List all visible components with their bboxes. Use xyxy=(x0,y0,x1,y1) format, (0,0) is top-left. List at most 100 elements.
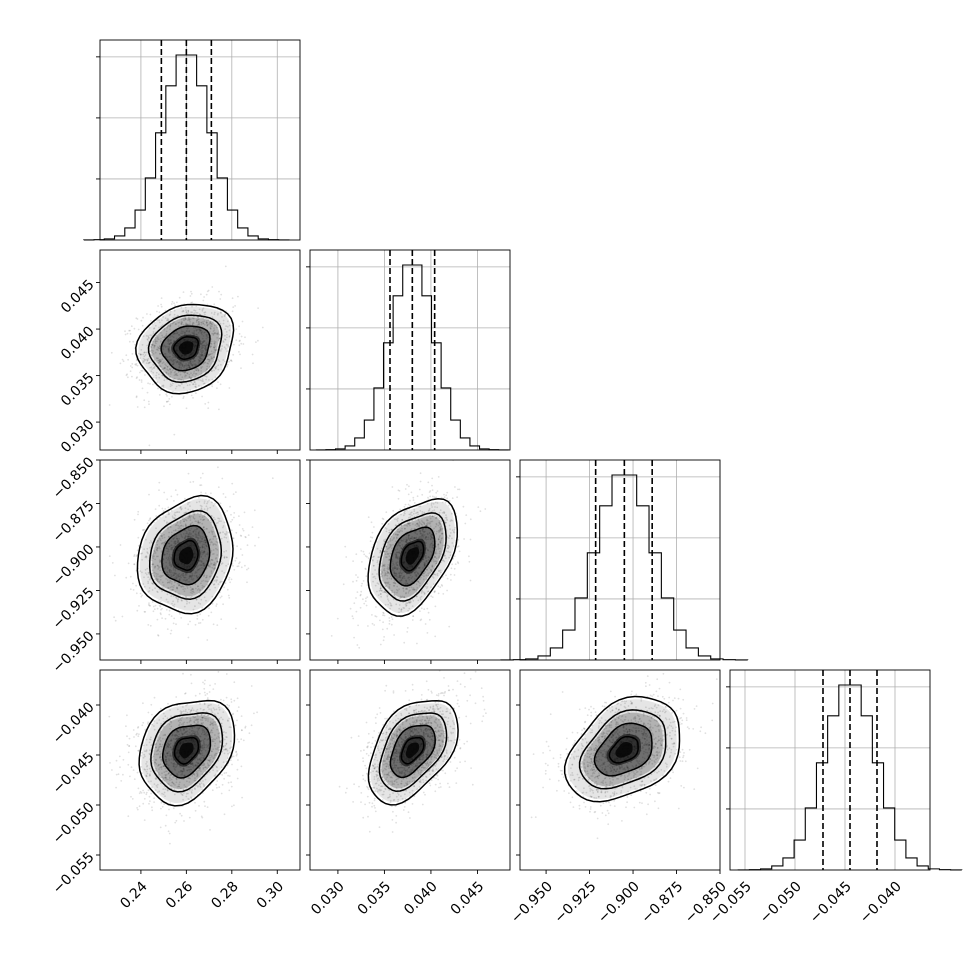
scatter-point xyxy=(151,557,153,559)
scatter-point xyxy=(135,377,138,380)
scatter-point xyxy=(381,628,384,631)
scatter-point xyxy=(151,809,154,812)
scatter-point xyxy=(190,532,193,535)
scatter-point xyxy=(170,540,173,542)
scatter-point xyxy=(187,323,190,326)
scatter-point xyxy=(204,547,206,550)
scatter-point xyxy=(164,824,167,827)
scatter-point xyxy=(187,528,190,530)
scatter-point xyxy=(201,351,204,353)
scatter-point xyxy=(195,566,198,569)
scatter-point xyxy=(166,571,169,573)
scatter-point xyxy=(203,550,206,553)
scatter-point xyxy=(178,527,181,529)
scatter-point xyxy=(180,599,183,602)
scatter-point xyxy=(224,533,226,535)
scatter-point xyxy=(211,541,214,544)
scatter-point xyxy=(169,358,172,360)
scatter-point xyxy=(199,536,202,539)
scatter-point xyxy=(189,505,191,507)
scatter-point xyxy=(221,562,224,564)
scatter-point xyxy=(201,522,204,525)
scatter-point xyxy=(386,627,389,630)
scatter-point xyxy=(388,622,391,625)
scatter-point xyxy=(166,582,169,584)
scatter-point xyxy=(271,477,274,480)
scatter-point xyxy=(176,587,179,589)
scatter-point xyxy=(176,586,178,589)
scatter-point xyxy=(195,311,198,314)
scatter-point xyxy=(453,574,456,576)
scatter-point xyxy=(169,371,172,373)
scatter-point xyxy=(165,356,168,359)
scatter-point xyxy=(239,548,242,550)
scatter-point xyxy=(166,317,169,320)
scatter-point xyxy=(143,819,146,821)
scatter-point xyxy=(220,595,223,598)
scatter-point xyxy=(147,582,150,584)
scatter-point xyxy=(166,365,169,368)
scatter-point xyxy=(184,364,186,367)
scatter-point xyxy=(173,309,176,312)
scatter-point xyxy=(156,591,159,593)
scatter-point xyxy=(205,333,208,336)
scatter-point xyxy=(192,322,195,324)
scatter-point xyxy=(175,523,178,526)
scatter-point xyxy=(143,360,145,363)
scatter-point xyxy=(158,581,161,583)
scatter-point xyxy=(220,350,222,352)
scatter-point xyxy=(171,384,173,387)
scatter-point xyxy=(137,544,140,547)
scatter-point xyxy=(169,586,172,589)
scatter-point xyxy=(219,337,221,340)
scatter-point xyxy=(457,545,460,547)
scatter-point xyxy=(222,531,224,534)
scatter-point xyxy=(210,521,213,524)
scatter-point xyxy=(171,602,173,605)
scatter-point xyxy=(175,337,178,340)
scatter-point xyxy=(195,329,198,331)
scatter-point xyxy=(188,362,190,365)
scatter-point xyxy=(398,490,401,492)
scatter-point xyxy=(148,802,150,805)
scatter-point xyxy=(224,265,227,268)
scatter-point xyxy=(188,516,191,518)
scatter-point xyxy=(183,371,186,374)
scatter-point xyxy=(203,347,206,350)
scatter-point xyxy=(150,703,153,706)
scatter-point xyxy=(173,371,176,374)
scatter-point xyxy=(172,604,174,607)
scatter-point xyxy=(195,501,198,504)
scatter-point xyxy=(209,326,212,329)
scatter-point xyxy=(137,352,140,355)
scatter-point xyxy=(205,375,208,378)
scatter-point xyxy=(201,607,204,609)
scatter-point xyxy=(168,351,170,353)
scatter-point xyxy=(192,515,195,518)
scatter-point xyxy=(236,710,239,712)
scatter-point xyxy=(225,531,228,533)
scatter-point xyxy=(180,576,183,579)
scatter-point xyxy=(184,535,187,538)
scatter-point xyxy=(209,321,212,324)
scatter-point xyxy=(182,585,185,588)
scatter-point xyxy=(211,531,214,534)
scatter-point xyxy=(191,588,193,591)
scatter-point xyxy=(170,303,173,305)
scatter-point xyxy=(368,552,371,555)
scatter-point xyxy=(142,528,145,531)
scatter-point xyxy=(188,319,191,322)
scatter-point xyxy=(148,604,151,607)
scatter-point xyxy=(168,562,171,565)
scatter-point xyxy=(158,559,161,561)
scatter-point xyxy=(201,551,204,554)
scatter-point xyxy=(232,565,234,567)
scatter-point xyxy=(199,535,202,537)
scatter-point xyxy=(157,359,160,362)
scatter-point xyxy=(178,572,181,575)
scatter-point xyxy=(184,523,187,526)
scatter-point xyxy=(177,361,180,364)
scatter-point xyxy=(172,333,175,335)
scatter-point xyxy=(197,358,200,361)
scatter-point xyxy=(174,524,177,527)
